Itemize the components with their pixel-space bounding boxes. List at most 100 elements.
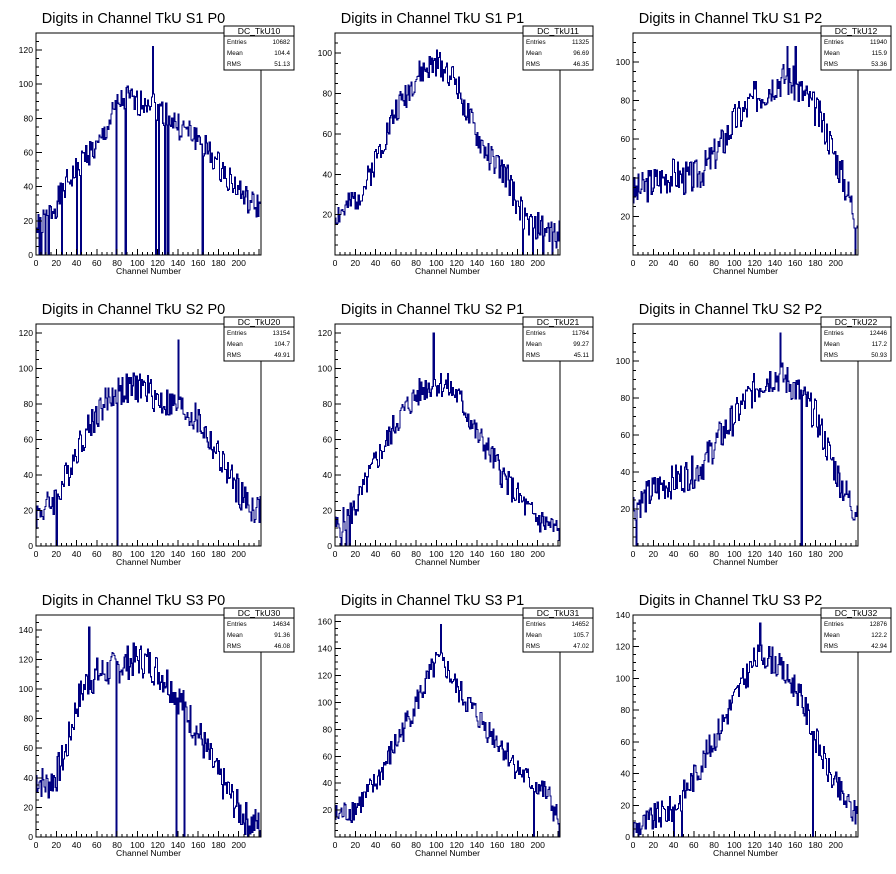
stats-row-label: Entries: [824, 39, 844, 46]
x-tick-label: 180: [808, 840, 823, 850]
stats-row-label: RMS: [526, 643, 540, 650]
stats-box: DC_TkU30 Entries 14634 Mean 91.36 RMS 46.08: [223, 607, 295, 653]
panel-title: Digits in Channel TkU S3 P0: [42, 593, 226, 609]
y-tick-label: 160: [318, 617, 333, 627]
x-tick-label: 200: [531, 840, 546, 850]
x-tick-label: 40: [371, 549, 381, 559]
stats-row-label: Mean: [227, 341, 243, 348]
x-tick-label: 200: [232, 840, 247, 850]
y-tick-label: 100: [19, 684, 34, 694]
x-tick-label: 140: [470, 549, 485, 559]
stats-row-value: 91.36: [274, 632, 290, 639]
x-tick-label: 200: [829, 258, 844, 268]
x-tick-label: 60: [689, 840, 699, 850]
y-tick-label: 100: [19, 363, 34, 373]
y-tick-label: 60: [23, 743, 33, 753]
y-tick-label: 100: [318, 363, 333, 373]
histogram-series-line: [335, 332, 560, 547]
y-tick-label: 60: [322, 751, 332, 761]
y-tick-label: 80: [322, 89, 332, 99]
y-tick-label: 40: [322, 778, 332, 788]
x-tick-label: 120: [449, 840, 464, 850]
x-tick-label: 20: [350, 258, 360, 268]
x-tick-label: 120: [747, 549, 762, 559]
histogram-panel-1: Digits in Channel TkU S1 P0 0 20 40 60 80 100 1…: [19, 11, 295, 276]
stats-row-label: RMS: [526, 61, 540, 68]
y-tick-label: 40: [620, 467, 630, 477]
x-tick-label: 180: [510, 258, 525, 268]
stats-box-name: DC_TkU12: [835, 26, 878, 36]
x-tick-label: 80: [709, 549, 719, 559]
y-tick-label: 20: [322, 210, 332, 220]
y-tick-label: 20: [23, 802, 33, 812]
x-tick-label: 80: [411, 840, 421, 850]
stats-box: DC_TkU21 Entries 11764 Mean 99.27 RMS 45.11: [522, 316, 594, 362]
stats-row-label: Entries: [227, 330, 247, 337]
stats-row-label: Mean: [227, 632, 243, 639]
stats-box: DC_TkU22 Entries 12446 Mean 117.2 RMS 50.93: [820, 316, 892, 362]
x-tick-label: 0: [34, 549, 39, 559]
x-tick-label: 40: [371, 258, 381, 268]
y-tick-label: 0: [327, 541, 332, 551]
y-tick-label: 40: [23, 182, 33, 192]
panel-title: Digits in Channel TkU S3 P2: [639, 593, 823, 609]
x-axis-label: Channel Number: [713, 557, 778, 567]
y-tick-label: 0: [28, 541, 33, 551]
x-tick-label: 40: [72, 840, 82, 850]
histogram-series-line: [36, 46, 261, 256]
y-tick-label: 80: [23, 113, 33, 123]
y-tick-label: 100: [318, 697, 333, 707]
stats-row-value: 42.94: [871, 643, 887, 650]
histogram-series-line: [36, 339, 261, 547]
x-tick-label: 40: [72, 549, 82, 559]
x-tick-label: 140: [171, 549, 186, 559]
panel-title: Digits in Channel TkU S2 P0: [42, 302, 226, 318]
x-tick-label: 20: [51, 258, 61, 268]
stats-row-value: 49.91: [274, 352, 290, 359]
y-tick-label: 40: [23, 773, 33, 783]
x-tick-label: 100: [429, 840, 444, 850]
x-tick-label: 0: [631, 549, 636, 559]
stats-box: DC_TkU11 Entries 11325 Mean 96.69 RMS 46.35: [522, 25, 594, 71]
x-tick-label: 160: [788, 840, 803, 850]
stats-row-value: 96.69: [573, 50, 589, 57]
panel-title: Digits in Channel TkU S2 P2: [639, 302, 823, 318]
stats-box-frame: [223, 316, 295, 362]
y-tick-label: 20: [322, 505, 332, 515]
x-axis-label: Channel Number: [713, 266, 778, 276]
y-tick-label: 60: [322, 434, 332, 444]
x-tick-label: 180: [510, 549, 525, 559]
panel-title: Digits in Channel TkU S1 P2: [639, 11, 823, 27]
panel-title: Digits in Channel TkU S2 P1: [341, 302, 525, 318]
stats-box-frame: [820, 25, 892, 71]
stats-row-label: Mean: [824, 50, 840, 57]
x-axis-label: Channel Number: [116, 848, 181, 858]
y-tick-label: 80: [620, 705, 630, 715]
x-tick-label: 100: [727, 840, 742, 850]
histogram-series-line: [633, 332, 858, 547]
stats-row-value: 122.2: [871, 632, 887, 639]
y-tick-label: 120: [19, 328, 34, 338]
stats-row-label: Mean: [824, 341, 840, 348]
x-tick-label: 120: [747, 258, 762, 268]
x-tick-label: 80: [112, 840, 122, 850]
stats-row-label: Entries: [526, 330, 546, 337]
x-tick-label: 80: [709, 258, 719, 268]
stats-row-value: 104.7: [274, 341, 290, 348]
y-tick-label: 40: [620, 769, 630, 779]
histogram-series-line: [633, 622, 858, 838]
x-tick-label: 160: [191, 258, 206, 268]
x-tick-label: 120: [449, 258, 464, 268]
y-tick-label: 140: [318, 644, 333, 654]
y-tick-label: 60: [322, 129, 332, 139]
y-tick-label: 20: [23, 216, 33, 226]
x-tick-label: 40: [669, 258, 679, 268]
x-tick-label: 0: [631, 840, 636, 850]
y-tick-label: 0: [625, 832, 630, 842]
x-tick-label: 160: [191, 840, 206, 850]
x-tick-label: 100: [727, 258, 742, 268]
stats-row-label: Entries: [526, 39, 546, 46]
stats-row-label: Mean: [227, 50, 243, 57]
stats-box-name: DC_TkU21: [537, 317, 580, 327]
x-tick-label: 140: [470, 840, 485, 850]
